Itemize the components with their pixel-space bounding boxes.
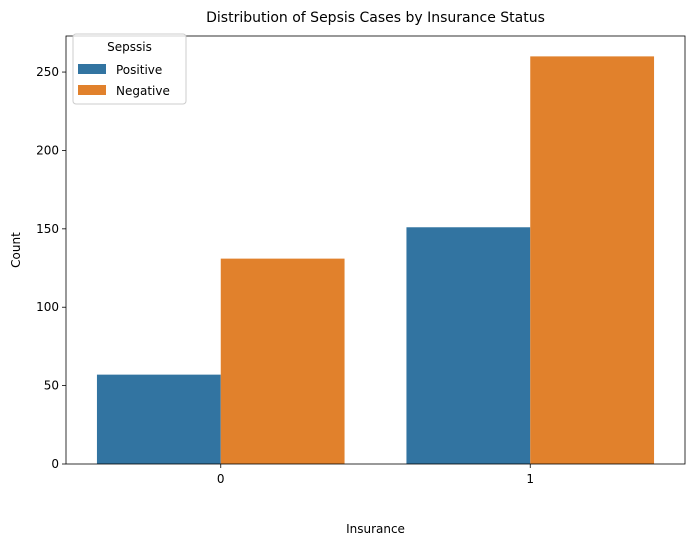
legend-swatch-positive — [78, 64, 106, 74]
y-tick-label: 0 — [51, 457, 59, 471]
y-tick-label: 250 — [36, 65, 59, 79]
legend-label-negative: Negative — [116, 84, 170, 98]
y-axis: 0 50 100 150 200 250 — [36, 65, 66, 471]
legend-label-positive: Positive — [116, 63, 162, 77]
bar-positive-0 — [96, 374, 221, 464]
legend: Sepssis Positive Negative — [72, 33, 187, 105]
y-tick-label: 50 — [44, 379, 59, 393]
y-axis-label: Count — [9, 232, 23, 268]
plot-area — [96, 56, 655, 464]
legend-title: Sepssis — [107, 40, 152, 54]
y-tick-label: 200 — [36, 143, 59, 157]
y-tick-label: 100 — [36, 300, 59, 314]
bar-negative-0 — [220, 258, 345, 464]
x-tick-label: 0 — [217, 472, 225, 486]
plot-frame — [65, 35, 686, 465]
y-tick-label: 150 — [36, 222, 59, 236]
legend-swatch-negative — [78, 85, 106, 95]
bar-negative-1 — [530, 56, 655, 464]
bar-positive-1 — [406, 227, 531, 464]
chart-title: Distribution of Sepsis Cases by Insuranc… — [206, 10, 545, 26]
x-tick-label: 1 — [526, 472, 534, 486]
x-axis-label: Insurance — [346, 522, 405, 536]
